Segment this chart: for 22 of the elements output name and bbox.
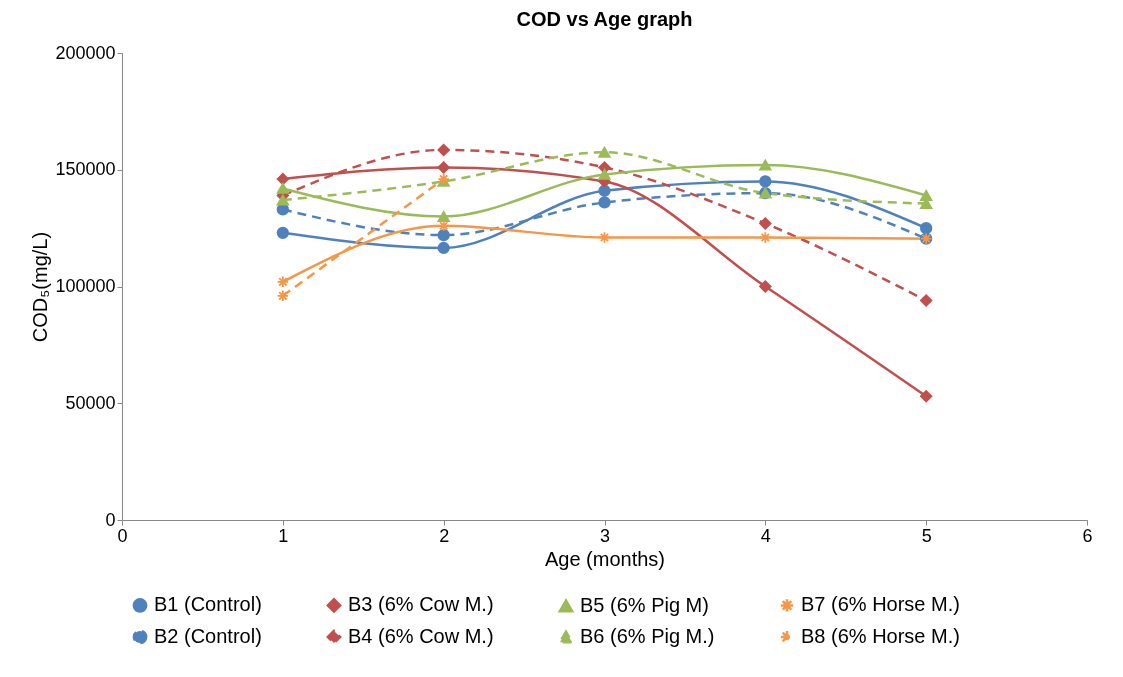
- x-tick-label: 4: [760, 525, 771, 546]
- chart-title: COD vs Age graph: [516, 8, 693, 30]
- legend-label: B8 (6% Horse M.): [801, 625, 960, 647]
- y-tick-label: 0: [105, 509, 116, 530]
- y-tick-label: 200000: [55, 42, 116, 63]
- x-tick-label: 6: [1082, 525, 1093, 546]
- y-tick-label: 150000: [55, 159, 116, 180]
- x-tick-label: 5: [921, 525, 932, 546]
- legend-label: B7 (6% Horse M.): [801, 593, 960, 616]
- legend-label: B4 (6% Cow M.): [348, 625, 494, 647]
- legend-label: B3 (6% Cow M.): [348, 593, 494, 616]
- y-tick-label: 50000: [65, 392, 116, 413]
- legend-label: B6 (6% Pig M.): [580, 625, 715, 647]
- y-tick-label: 100000: [55, 276, 116, 296]
- x-tick-label: 3: [599, 525, 611, 546]
- legend-label: B1 (Control): [154, 593, 262, 616]
- x-tick-label: 2: [439, 525, 450, 546]
- legend-label: B5 (6% Pig M): [580, 593, 709, 616]
- y-axis-title: COD₅(mg/L): [29, 231, 52, 343]
- x-tick-label: 1: [278, 525, 289, 546]
- legend-label: B2 (Control): [154, 625, 262, 647]
- x-axis-title: Age (months): [544, 547, 666, 570]
